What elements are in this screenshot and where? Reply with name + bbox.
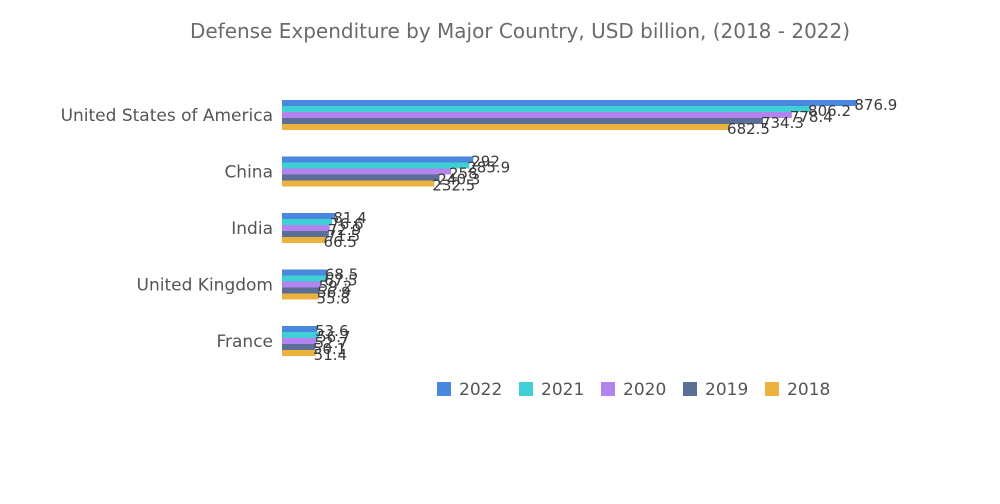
data-label-india-2019: 71.5	[327, 227, 360, 245]
data-label-united-states-of-america-2020: 778.4	[790, 108, 833, 126]
legend-swatch-2022	[437, 382, 451, 396]
bar-united-kingdom-2019	[282, 287, 320, 294]
bar-india-2020	[282, 225, 330, 231]
bar-india-2019	[282, 231, 329, 237]
chart-title: Defense Expenditure by Major Country, US…	[190, 19, 850, 43]
bar-china-2019	[282, 174, 440, 181]
legend-label-2019: 2019	[705, 380, 748, 400]
bar-france-2019	[282, 344, 315, 350]
bar-united-kingdom-2018	[282, 293, 319, 300]
bar-china-2021	[282, 162, 470, 169]
legend-label-2021: 2021	[541, 380, 584, 400]
data-label-china-2018: 232.5	[432, 177, 475, 195]
bar-united-states-of-america-2020	[282, 112, 792, 118]
data-label-france-2018: 51.4	[314, 346, 347, 364]
data-label-france-2020: 52.7	[315, 334, 348, 352]
data-label-united-kingdom-2020: 59.2	[319, 278, 352, 296]
data-label-france-2022: 53.6	[315, 322, 348, 340]
bar-france-2020	[282, 338, 317, 344]
bars	[282, 100, 857, 356]
bar-china-2020	[282, 168, 451, 175]
data-label-china-2022: 292	[471, 153, 500, 171]
data-label-china-2021: 285.9	[467, 159, 510, 177]
legend-label-2020: 2020	[623, 380, 666, 400]
legend-swatch-2021	[519, 382, 533, 396]
data-label-united-kingdom-2019: 56.9	[317, 284, 350, 302]
data-label-united-states-of-america-2021: 806.2	[808, 102, 851, 120]
data-label-united-kingdom-2021: 67.5	[324, 272, 357, 290]
bar-france-2021	[282, 332, 320, 338]
data-label-india-2020: 72.9	[328, 221, 361, 239]
legend-swatch-2018	[765, 382, 779, 396]
data-label-china-2020: 258	[449, 165, 478, 183]
bar-united-states-of-america-2022	[282, 100, 857, 106]
data-label-india-2022: 81.4	[333, 209, 366, 227]
bar-united-kingdom-2022	[282, 269, 327, 276]
data-label-united-states-of-america-2022: 876.9	[854, 96, 897, 114]
bar-united-kingdom-2021	[282, 275, 327, 282]
data-label-united-states-of-america-2018: 682.5	[727, 120, 770, 138]
legend-swatch-2019	[683, 382, 697, 396]
bar-china-2022	[282, 156, 474, 163]
legend-label-2018: 2018	[787, 380, 830, 400]
data-label-united-kingdom-2018: 55.8	[317, 290, 350, 308]
category-labels: United States of America China India United…	[61, 106, 273, 352]
category-label-china: China	[224, 163, 273, 183]
data-label-united-kingdom-2022: 68.5	[325, 266, 358, 284]
data-label-united-states-of-america-2019: 734.3	[761, 114, 804, 132]
bar-india-2018	[282, 237, 326, 243]
legend-swatch-2020	[601, 382, 615, 396]
category-label-india: India	[231, 219, 273, 239]
bar-france-2022	[282, 326, 318, 332]
bar-united-kingdom-2020	[282, 281, 321, 288]
data-label-france-2019: 50.1	[313, 340, 346, 358]
legend: 2022 2021 2020 2019 2018	[437, 380, 830, 400]
data-label-france-2021: 56.7	[317, 328, 350, 346]
legend-label-2022: 2022	[459, 380, 502, 400]
category-label-france: France	[216, 332, 273, 352]
data-label-india-2018: 66.5	[324, 233, 357, 251]
bar-france-2018	[282, 350, 316, 356]
bar-united-states-of-america-2018	[282, 124, 730, 130]
category-label-united-states-of-america: United States of America	[61, 106, 273, 126]
bar-united-states-of-america-2021	[282, 106, 811, 112]
bar-india-2021	[282, 219, 333, 225]
category-label-united-kingdom: United Kingdom	[137, 276, 273, 296]
bar-india-2022	[282, 213, 336, 219]
data-label-china-2019: 240.3	[437, 171, 480, 189]
bar-united-states-of-america-2019	[282, 118, 763, 124]
bar-china-2018	[282, 180, 435, 187]
data-label-india-2021: 76.6	[330, 215, 363, 233]
